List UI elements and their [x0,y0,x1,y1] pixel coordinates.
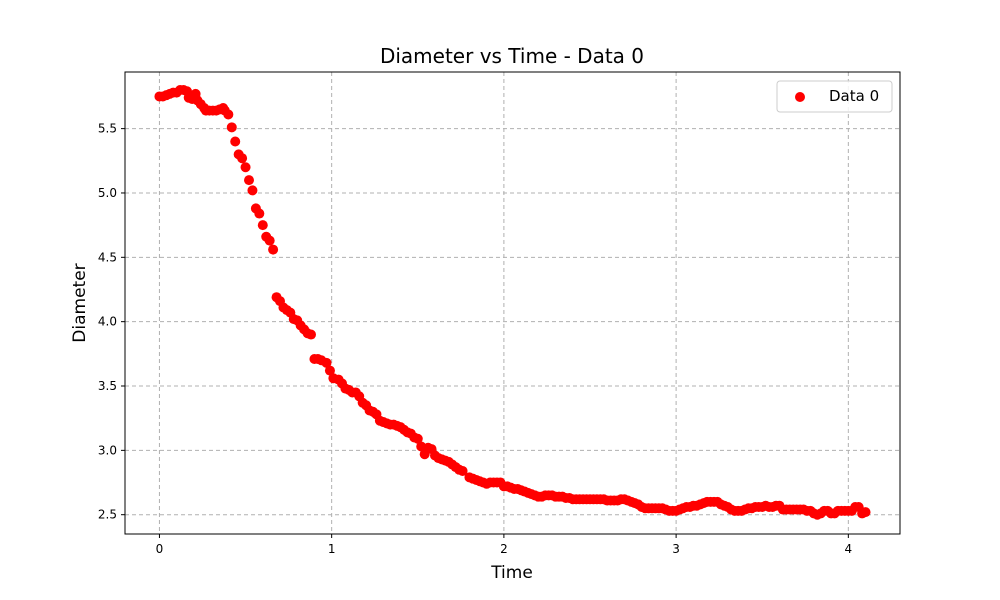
data-point [860,507,871,518]
grid-lines [125,72,900,534]
data-point [412,433,423,444]
legend-box [776,80,893,113]
y-tick-label: 4.5 [98,250,117,264]
legend-marker [795,92,805,102]
x-tick-label: 1 [328,542,336,556]
y-tick-label: 3.5 [98,379,117,393]
y-tick-label: 4.0 [98,315,117,329]
plot-area-frame [124,71,901,535]
legend: Data 0 [776,80,893,113]
data-point [257,220,268,231]
data-point [223,109,234,120]
x-tick-label: 0 [156,542,164,556]
legend-label: Data 0 [829,87,879,105]
y-tick-label: 5.0 [98,186,117,200]
y-axis-label: Diameter [70,263,90,342]
data-point [306,329,316,340]
data-point [457,465,468,476]
data-point [226,122,237,133]
data-points [154,85,871,520]
x-tick-label: 3 [672,542,680,556]
data-point [247,185,258,196]
x-tick-label: 4 [845,542,853,556]
data-point [240,162,251,173]
x-axis-label: Time [490,563,533,583]
axis-ticks: 0 1 2 3 4 2.5 3.0 3.5 4.0 4.5 5.0 5.5 [98,122,852,556]
data-point [244,175,254,186]
data-point [268,244,279,255]
x-tick-label: 2 [500,542,508,556]
data-point [237,153,248,164]
y-tick-label: 5.5 [98,122,117,136]
y-tick-label: 3.0 [98,443,117,457]
data-point [230,136,241,147]
data-point [321,357,332,368]
chart-title: Diameter vs Time - Data 0 [380,44,644,68]
data-point [254,208,265,219]
data-point [264,235,275,246]
data-point [324,365,335,376]
y-tick-label: 2.5 [98,508,117,522]
